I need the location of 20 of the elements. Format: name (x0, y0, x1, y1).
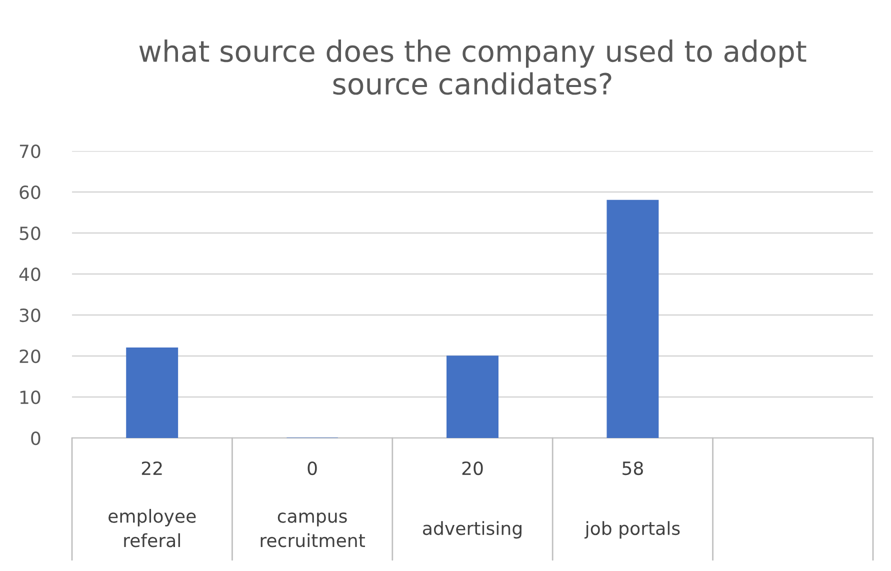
data-label: 0 (308, 461, 317, 476)
y-tick-label: 70 (20, 144, 40, 158)
y-tick-label: 60 (20, 185, 40, 200)
data-label: 20 (462, 461, 483, 476)
x-tick-label: employee referal (108, 508, 196, 548)
x-tick-label: job portals (584, 521, 680, 539)
data-label: 58 (622, 461, 643, 476)
y-tick-label: 40 (19, 267, 40, 282)
bar (446, 356, 498, 438)
y-tick-label: 0 (31, 431, 40, 446)
bar (606, 200, 659, 438)
y-tick-label: 10 (20, 390, 40, 404)
y-tick-label: 50 (20, 226, 40, 240)
data-label: 22 (142, 461, 162, 475)
y-tick-label: 20 (20, 349, 40, 364)
bar (126, 347, 178, 438)
x-tick-label: advertising (423, 521, 522, 539)
y-tick-label: 30 (20, 308, 40, 322)
chart-title: what source does the company used to adopt source candidates? (139, 40, 806, 95)
x-tick-label: campus recruitment (260, 512, 365, 548)
